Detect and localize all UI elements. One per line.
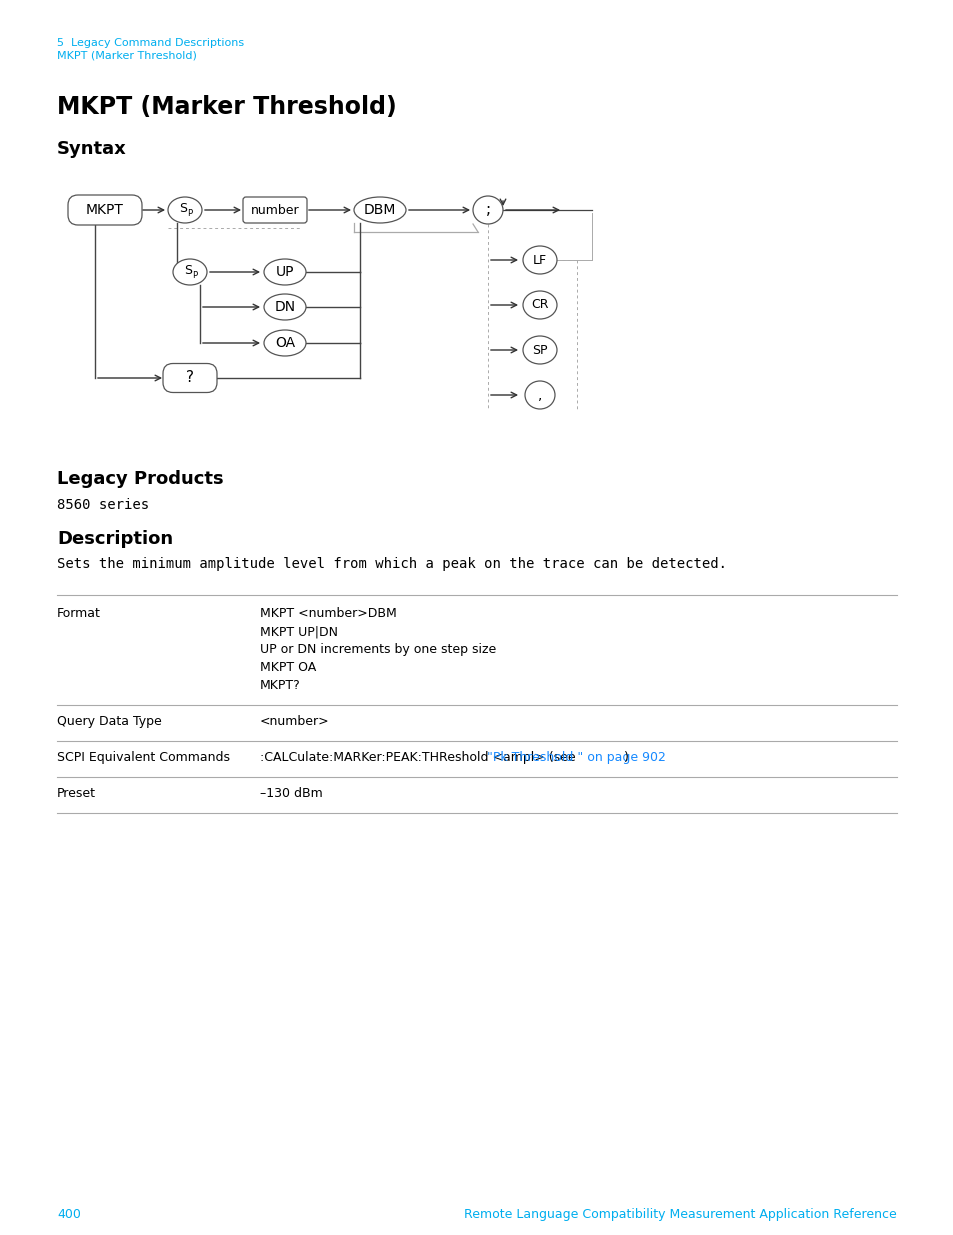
Text: MKPT?: MKPT? <box>260 679 300 692</box>
Text: S: S <box>184 264 192 278</box>
Text: OA: OA <box>274 336 294 350</box>
Text: Query Data Type: Query Data Type <box>57 715 162 727</box>
Text: UP or DN increments by one step size: UP or DN increments by one step size <box>260 643 496 656</box>
Text: –130 dBm: –130 dBm <box>260 787 322 800</box>
Text: P: P <box>187 209 193 217</box>
Ellipse shape <box>264 294 306 320</box>
Ellipse shape <box>172 259 207 285</box>
Text: number: number <box>251 204 299 216</box>
Text: 400: 400 <box>57 1208 81 1221</box>
Text: LF: LF <box>533 253 546 267</box>
FancyBboxPatch shape <box>68 195 142 225</box>
Text: MKPT (Marker Threshold): MKPT (Marker Threshold) <box>57 49 196 61</box>
Ellipse shape <box>473 196 502 224</box>
Text: Legacy Products: Legacy Products <box>57 471 223 488</box>
Ellipse shape <box>168 198 202 224</box>
Ellipse shape <box>522 336 557 364</box>
FancyBboxPatch shape <box>243 198 307 224</box>
Text: ): ) <box>623 751 628 764</box>
Text: Description: Description <box>57 530 172 548</box>
Text: SP: SP <box>532 343 547 357</box>
Ellipse shape <box>264 330 306 356</box>
Text: Remote Language Compatibility Measurement Application Reference: Remote Language Compatibility Measuremen… <box>464 1208 896 1221</box>
Text: ,: , <box>537 388 541 403</box>
Ellipse shape <box>264 259 306 285</box>
Text: DN: DN <box>274 300 295 314</box>
Text: 8560 series: 8560 series <box>57 498 149 513</box>
Text: MKPT: MKPT <box>86 203 124 217</box>
Text: ?: ? <box>186 370 193 385</box>
Text: Preset: Preset <box>57 787 96 800</box>
Ellipse shape <box>522 246 557 274</box>
Text: S: S <box>179 203 187 215</box>
Text: CR: CR <box>531 299 548 311</box>
Text: 5  Legacy Command Descriptions: 5 Legacy Command Descriptions <box>57 38 244 48</box>
Text: DBM: DBM <box>363 203 395 217</box>
Text: MKPT OA: MKPT OA <box>260 661 315 674</box>
Text: MKPT (Marker Threshold): MKPT (Marker Threshold) <box>57 95 396 119</box>
Text: "Pk Threshold " on page 902: "Pk Threshold " on page 902 <box>487 751 665 764</box>
Text: UP: UP <box>275 266 294 279</box>
Text: :CALCulate:MARKer:PEAK:THReshold <ampl> (see: :CALCulate:MARKer:PEAK:THReshold <ampl> … <box>260 751 579 764</box>
Text: ;: ; <box>485 203 490 217</box>
Text: MKPT UP|DN: MKPT UP|DN <box>260 625 337 638</box>
Ellipse shape <box>354 198 406 224</box>
Ellipse shape <box>522 291 557 319</box>
Text: Sets the minimum amplitude level from which a peak on the trace can be detected.: Sets the minimum amplitude level from wh… <box>57 557 726 571</box>
Ellipse shape <box>524 382 555 409</box>
Text: <number>: <number> <box>260 715 330 727</box>
Text: Format: Format <box>57 606 101 620</box>
Text: P: P <box>193 270 197 279</box>
FancyBboxPatch shape <box>163 363 216 393</box>
Text: SCPI Equivalent Commands: SCPI Equivalent Commands <box>57 751 230 764</box>
Text: MKPT <number>DBM: MKPT <number>DBM <box>260 606 396 620</box>
Text: Syntax: Syntax <box>57 140 127 158</box>
